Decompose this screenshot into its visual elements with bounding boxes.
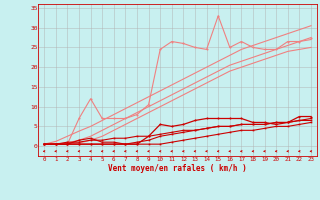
X-axis label: Vent moyen/en rafales ( km/h ): Vent moyen/en rafales ( km/h )	[108, 164, 247, 173]
